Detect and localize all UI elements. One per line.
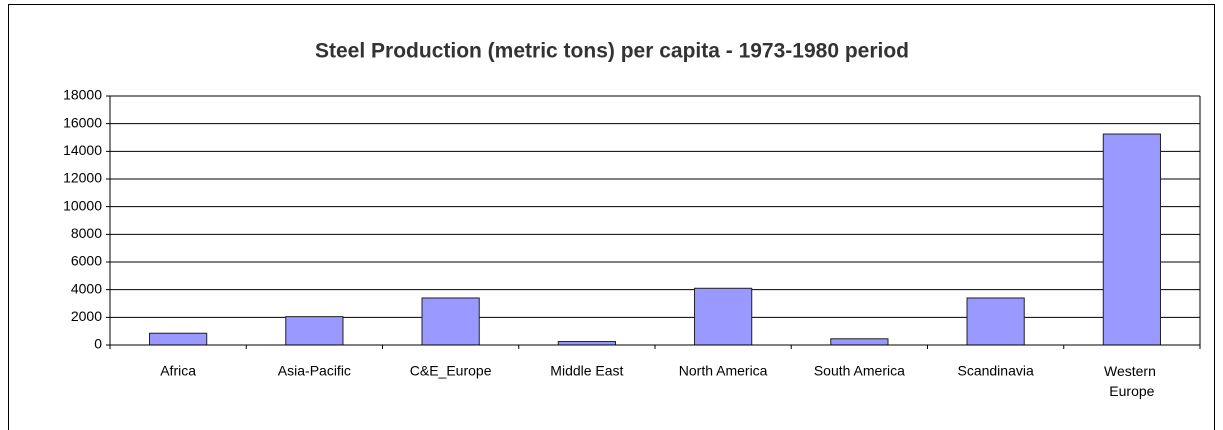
label-line: Western: [1104, 363, 1160, 379]
y-tick-label: 14000: [63, 142, 102, 158]
y-tick-label: 2000: [71, 308, 102, 324]
bar: [285, 316, 344, 346]
y-tick-label: 12000: [63, 170, 102, 186]
y-tick-label: 8000: [71, 225, 102, 241]
bar: [149, 332, 208, 346]
x-tick-label: Asia-Pacific: [278, 363, 351, 379]
y-tick-label: 10000: [63, 197, 102, 213]
bar: [1102, 133, 1161, 346]
x-tick-label: Africa: [160, 363, 196, 379]
bar: [694, 287, 753, 346]
x-tick-label: Middle East: [550, 363, 623, 379]
bar: [557, 341, 616, 346]
x-tick-label: North America: [679, 363, 768, 379]
x-tick-label: Scandinavia: [957, 363, 1033, 379]
bar: [421, 297, 480, 346]
bar: [966, 297, 1025, 346]
y-tick-label: 4000: [71, 280, 102, 296]
chart-frame: [8, 4, 1215, 430]
bar: [830, 338, 889, 346]
x-tick-label: South America: [814, 363, 905, 379]
y-tick-label: 16000: [63, 114, 102, 130]
x-tick-label: Western Europe: [1104, 363, 1160, 399]
chart-title: Steel Production (metric tons) per capit…: [315, 40, 909, 63]
label-line: Europe: [1109, 383, 1154, 399]
x-tick-label: C&E_Europe: [410, 363, 492, 379]
y-tick-label: 6000: [71, 253, 102, 269]
y-tick-label: 0: [94, 336, 102, 352]
y-tick-label: 18000: [63, 87, 102, 103]
